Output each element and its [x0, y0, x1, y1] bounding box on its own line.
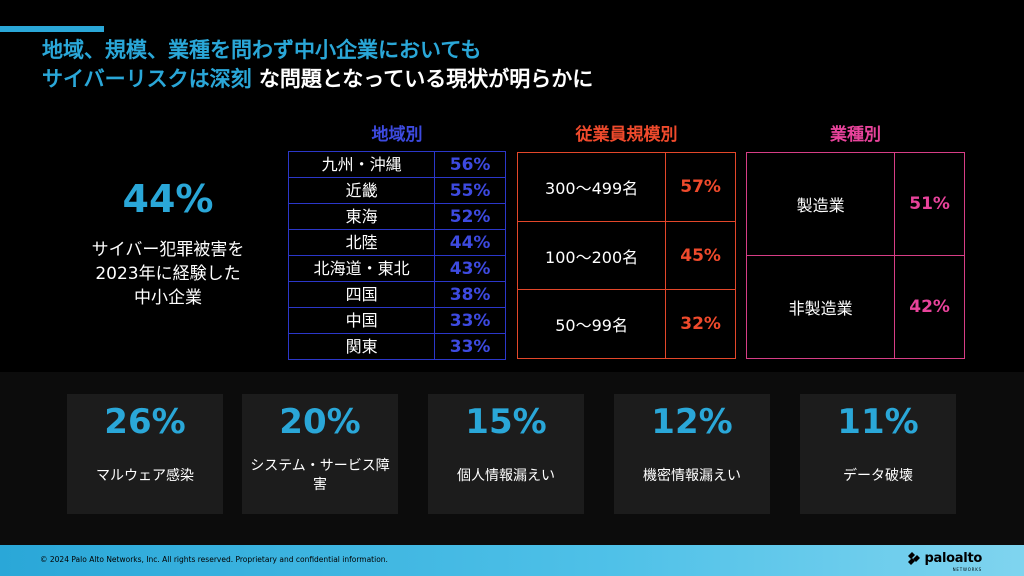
- logo-wordmark: paloalto: [924, 551, 983, 566]
- region-row-label: 四国: [287, 281, 436, 308]
- industry-row: 非製造業 42%: [745, 255, 965, 359]
- region-section-title: 地域別: [371, 125, 423, 145]
- damage-stat-label: 個人情報漏えい: [457, 467, 555, 484]
- region-row: 北海道・東北 43%: [287, 255, 506, 282]
- region-row-value: 43%: [434, 255, 506, 282]
- headline-desc-line-2: 2023年に経験した: [95, 264, 241, 284]
- region-row: 関東 33%: [287, 333, 506, 360]
- region-row-label: 九州・沖縄: [287, 151, 436, 178]
- damage-stat-card: 15% 個人情報漏えい: [428, 394, 584, 514]
- employee-size-row: 100〜200名 45%: [516, 220, 736, 291]
- damage-stat-value: 20%: [279, 402, 361, 442]
- employee-size-row-value: 45%: [665, 220, 736, 291]
- damage-stat-value: 26%: [104, 402, 186, 442]
- industry-row-label: 製造業: [745, 152, 896, 256]
- region-row-value: 44%: [434, 229, 506, 256]
- industry-row: 製造業 51%: [745, 152, 965, 256]
- employee-section-title: 従業員規模別: [575, 125, 678, 145]
- region-row-label: 東海: [287, 203, 436, 230]
- title-highlight: サイバーリスクは深刻: [42, 67, 252, 91]
- damage-stat-value: 11%: [837, 402, 919, 442]
- headline-desc-line-3: 中小企業: [134, 288, 202, 308]
- palo-alto-logo-icon: [907, 551, 920, 565]
- region-row-label: 北陸: [287, 229, 436, 256]
- region-row-label: 関東: [287, 333, 436, 360]
- region-row: 四国 38%: [287, 281, 506, 308]
- region-row-value: 52%: [434, 203, 506, 230]
- region-row-value: 33%: [434, 307, 506, 334]
- region-row: 東海 52%: [287, 203, 506, 230]
- region-row-label: 中国: [287, 307, 436, 334]
- region-row-value: 38%: [434, 281, 506, 308]
- employee-size-row: 50〜99名 32%: [516, 289, 736, 360]
- region-row-label: 近畿: [287, 177, 436, 204]
- title-line-2-rest: な問題となっている現状が明らかに: [251, 67, 594, 91]
- region-row: 北陸 44%: [287, 229, 506, 256]
- damage-stat-card: 12% 機密情報漏えい: [614, 394, 770, 514]
- damage-stat-value: 12%: [651, 402, 733, 442]
- employee-size-table: 300〜499名 57% 100〜200名 45% 50〜99名 32%: [516, 152, 736, 360]
- damage-stat-label: データ破壊: [843, 467, 913, 484]
- damage-stat-label: マルウェア感染: [96, 467, 194, 484]
- damage-stat-label: システム・サービス障害: [250, 458, 390, 493]
- employee-size-row-value: 57%: [665, 152, 736, 222]
- region-table: 九州・沖縄 56% 近畿 55% 東海 52% 北陸 44% 北海道・東北 43% 四国 38% 中国 3…: [287, 151, 506, 360]
- employee-size-row-label: 300〜499名: [516, 152, 667, 222]
- damage-stat-card: 26% マルウェア感染: [67, 394, 223, 514]
- slide-title: 地域、規模、業種を問わず中小企業においても サイバーリスクは深刻 な問題となって…: [42, 36, 593, 94]
- headline-desc-line-1: サイバー犯罪被害を: [91, 240, 245, 260]
- region-row-value: 33%: [434, 333, 506, 360]
- region-row: 近畿 55%: [287, 177, 506, 204]
- title-accent-bar: [0, 26, 104, 32]
- headline-stat: 44% サイバー犯罪被害を 2023年に経験した 中小企業: [58, 176, 278, 310]
- employee-size-row: 300〜499名 57%: [516, 152, 736, 222]
- industry-row-value: 42%: [894, 255, 965, 359]
- headline-stat-value: 44%: [122, 177, 214, 221]
- industry-row-value: 51%: [894, 152, 965, 256]
- industry-table: 製造業 51% 非製造業 42%: [745, 152, 965, 359]
- logo-subtext: NETWORKS: [952, 567, 982, 572]
- region-row: 九州・沖縄 56%: [287, 151, 506, 178]
- damage-stat-label: 機密情報漏えい: [643, 467, 741, 484]
- headline-stat-description: サイバー犯罪被害を 2023年に経験した 中小企業: [58, 238, 278, 310]
- damage-stat-card: 20% システム・サービス障害: [242, 394, 398, 514]
- palo-alto-logo: paloalto NETWORKS: [907, 551, 983, 572]
- footer-bar: © 2024 Palo Alto Networks, Inc. All righ…: [0, 545, 1024, 576]
- copyright-text: © 2024 Palo Alto Networks, Inc. All righ…: [40, 555, 388, 564]
- employee-size-row-value: 32%: [665, 289, 736, 360]
- region-row-value: 56%: [434, 151, 506, 178]
- industry-row-label: 非製造業: [745, 255, 896, 359]
- employee-size-row-label: 100〜200名: [516, 220, 667, 291]
- employee-size-row-label: 50〜99名: [516, 289, 667, 360]
- region-row-value: 55%: [434, 177, 506, 204]
- title-line-1: 地域、規模、業種を問わず中小企業においても: [42, 38, 482, 62]
- region-row-label: 北海道・東北: [287, 255, 436, 282]
- damage-stat-card: 11% データ破壊: [800, 394, 956, 514]
- damage-stat-value: 15%: [465, 402, 547, 442]
- region-row: 中国 33%: [287, 307, 506, 334]
- industry-section-title: 業種別: [830, 125, 881, 145]
